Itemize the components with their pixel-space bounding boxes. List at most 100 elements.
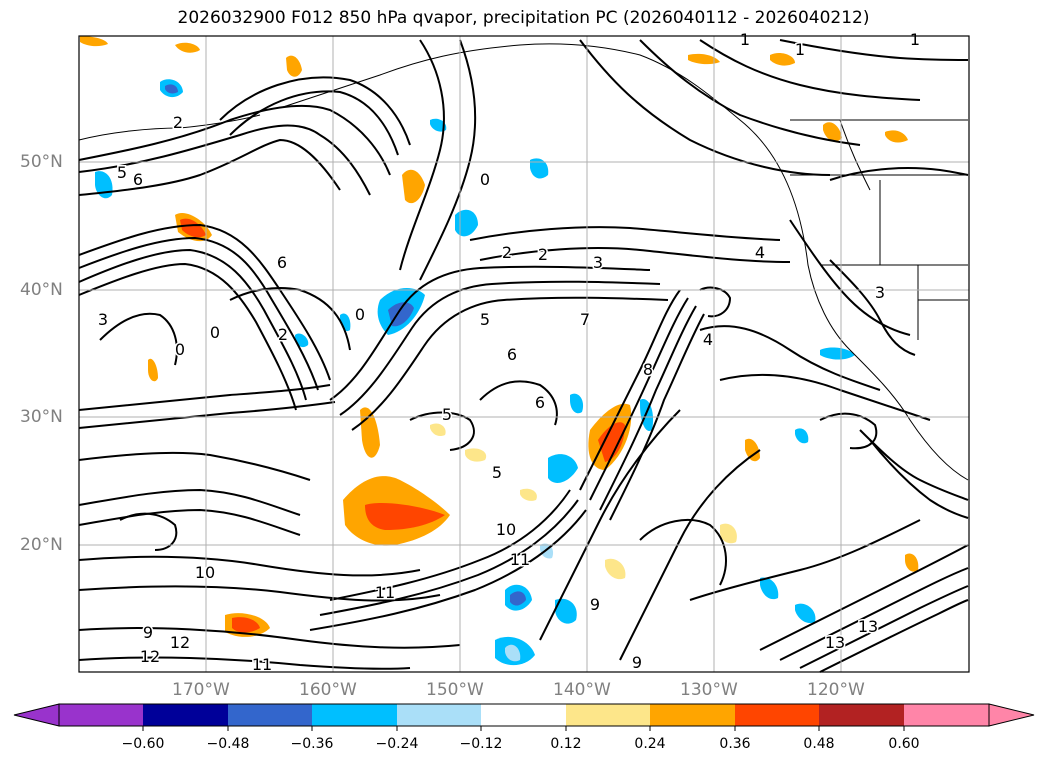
shade-negative [165, 84, 178, 94]
contour-line [78, 236, 319, 391]
colorbar-segment [904, 704, 989, 726]
contour-label: 4 [755, 243, 765, 262]
contour-label: 12 [170, 633, 190, 652]
shade-negative [795, 603, 816, 624]
shade-positive [232, 617, 260, 633]
contour-label: 2 [538, 245, 548, 264]
colorbar-segment [312, 704, 397, 726]
contour-label: 2 [502, 243, 512, 262]
colorbar-segment [397, 704, 481, 726]
contour-line [579, 39, 831, 176]
shade-positive [148, 358, 158, 382]
lon-label: 140°W [553, 680, 611, 700]
colorbar-tick-label: 0.36 [719, 736, 751, 752]
coastline [839, 119, 871, 191]
colorbar-tick-label: −0.48 [206, 736, 250, 752]
coastline [279, 43, 969, 481]
colorbar-segment [481, 704, 566, 726]
colorbar-extend-right [988, 703, 1035, 727]
colorbar-tick-label: 0.60 [888, 736, 920, 752]
colorbar-segment [735, 704, 819, 726]
contour-label: 9 [590, 595, 600, 614]
contour-line [78, 223, 331, 381]
shade-positive [402, 169, 425, 204]
contour-line [819, 599, 969, 673]
colorbar [13, 703, 1035, 731]
contour-line [219, 76, 411, 146]
contour-line [78, 401, 336, 429]
contour-line [759, 544, 969, 651]
contour-label: 4 [703, 330, 713, 349]
contour-line [609, 313, 705, 521]
shade-negative [548, 454, 578, 483]
contour-line [479, 380, 558, 426]
graticule [79, 36, 969, 672]
shade-positive [605, 558, 626, 580]
contour-line [719, 373, 931, 421]
qvapor-contours [78, 39, 969, 673]
contour-line [539, 409, 681, 641]
shade-positive [175, 42, 200, 53]
contour-line [78, 555, 421, 577]
contour-line [119, 512, 178, 551]
colorbar-segment [228, 704, 312, 726]
contour-label: 1 [740, 30, 750, 49]
contour-line [78, 488, 301, 516]
shade-negative [795, 428, 809, 444]
contour-label: 11 [375, 583, 395, 602]
contour-label: 1 [795, 40, 805, 59]
contour-line [779, 567, 969, 661]
contour-line [699, 39, 921, 101]
lon-label: 170°W [172, 680, 230, 700]
contour-line [579, 289, 681, 491]
colorbar-tick-label: −0.12 [459, 736, 503, 752]
shade-positive [688, 53, 720, 65]
colorbar-segment [650, 704, 735, 726]
precip-shading [80, 36, 919, 666]
contour-line [859, 429, 969, 501]
contour-line [229, 90, 399, 156]
shade-negative [455, 209, 478, 237]
contour-line [779, 39, 969, 61]
lat-label: 50°N [20, 152, 63, 172]
shade-negative [510, 591, 526, 606]
contour-label: 0 [480, 170, 490, 189]
shade-negative [505, 644, 521, 662]
contour-label: 1 [910, 30, 920, 49]
coastlines [78, 43, 969, 481]
lon-label: 130°W [680, 680, 738, 700]
lon-label: 150°W [426, 680, 484, 700]
contour-line [619, 449, 761, 661]
shade-positive [823, 122, 842, 142]
contour-line [819, 412, 878, 450]
contour-line [329, 489, 571, 601]
contour-line [78, 248, 307, 401]
contour-label: 6 [277, 253, 287, 272]
contour-line [869, 439, 969, 519]
shade-negative [760, 577, 779, 600]
contour-line [409, 411, 475, 451]
colorbar-tick-label: −0.24 [375, 736, 419, 752]
contour-label: 13 [825, 633, 845, 652]
contour-label: 2 [278, 325, 288, 344]
coastline [78, 114, 261, 141]
contour-label: 6 [133, 170, 143, 189]
contour-label: 12 [140, 647, 160, 666]
contour-label: 7 [580, 310, 590, 329]
contour-label: 2 [173, 113, 183, 132]
contour-line [699, 286, 732, 318]
shade-negative [530, 158, 549, 179]
contour-line [339, 280, 661, 416]
shade-positive [885, 130, 908, 143]
shade-positive [905, 553, 919, 572]
colorbar-outline [58, 703, 990, 727]
shade-positive [286, 55, 302, 77]
contour-label: 6 [535, 393, 545, 412]
contour-line [78, 124, 371, 196]
shade-positive [520, 488, 537, 501]
contour-line [99, 312, 178, 366]
contour-line [399, 39, 445, 271]
shade-positive [770, 52, 795, 66]
